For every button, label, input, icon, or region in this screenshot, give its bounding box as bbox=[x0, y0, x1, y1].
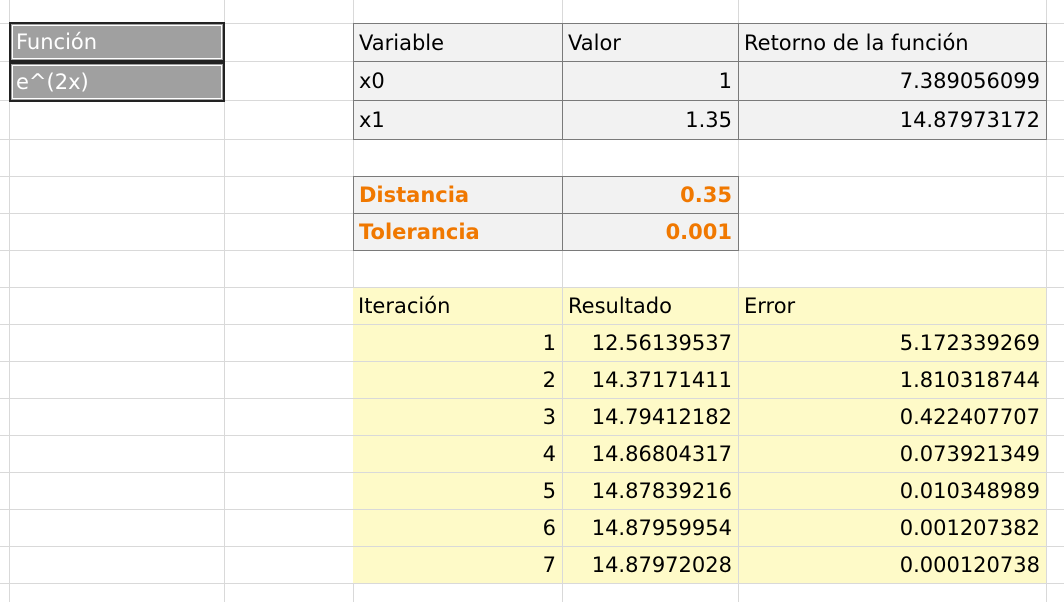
iteration-error: 0.010348989 bbox=[899, 479, 1040, 503]
iteration-result-cell[interactable]: 14.86804317 bbox=[563, 436, 738, 472]
function-value: e^(2x) bbox=[16, 70, 89, 94]
header-variable-cell[interactable]: Variable bbox=[353, 23, 563, 62]
iteration-number-cell[interactable]: 5 bbox=[353, 473, 562, 509]
iteration-error-cell[interactable]: 1.810318744 bbox=[739, 362, 1046, 398]
x1-return: 14.87973172 bbox=[899, 108, 1040, 132]
iteration-result: 14.87959954 bbox=[591, 516, 732, 540]
iteration-number: 6 bbox=[542, 516, 556, 540]
x1-name-cell[interactable]: x1 bbox=[353, 100, 563, 140]
iteration-error: 5.172339269 bbox=[899, 331, 1040, 355]
iteration-error-cell[interactable]: 5.172339269 bbox=[739, 325, 1046, 361]
x0-return: 7.389056099 bbox=[899, 69, 1040, 93]
iteration-result: 12.56139537 bbox=[591, 331, 732, 355]
iteration-result-cell[interactable]: 14.87839216 bbox=[563, 473, 738, 509]
iteration-error-cell[interactable]: 0.001207382 bbox=[739, 510, 1046, 546]
iteration-number: 5 bbox=[542, 479, 556, 503]
function-value-cell[interactable]: e^(2x) bbox=[9, 62, 225, 102]
iteration-error: 0.000120738 bbox=[899, 553, 1040, 577]
x0-name-cell[interactable]: x0 bbox=[353, 61, 563, 101]
tolerance-label: Tolerancia bbox=[359, 220, 480, 244]
iteration-number-cell[interactable]: 1 bbox=[353, 325, 562, 361]
header-iteracion-label: Iteración bbox=[358, 294, 451, 318]
x1-name: x1 bbox=[359, 108, 385, 132]
iteration-number-cell[interactable]: 7 bbox=[353, 547, 562, 583]
function-header-label: Función bbox=[16, 30, 98, 54]
iteration-number: 1 bbox=[542, 331, 556, 355]
header-resultado-cell[interactable]: Resultado bbox=[563, 288, 738, 324]
distance-value-cell[interactable]: 0.35 bbox=[562, 176, 739, 214]
iteration-error: 1.810318744 bbox=[899, 368, 1040, 392]
iteration-error-cell[interactable]: 0.422407707 bbox=[739, 399, 1046, 435]
iteration-number: 7 bbox=[542, 553, 556, 577]
header-error-cell[interactable]: Error bbox=[739, 288, 1046, 324]
iteration-result-cell[interactable]: 12.56139537 bbox=[563, 325, 738, 361]
iteration-result: 14.37171411 bbox=[591, 368, 732, 392]
iteration-result: 14.79412182 bbox=[591, 405, 732, 429]
tolerance-value-cell[interactable]: 0.001 bbox=[562, 213, 739, 251]
iteration-number-cell[interactable]: 6 bbox=[353, 510, 562, 546]
tolerance-label-cell[interactable]: Tolerancia bbox=[353, 213, 563, 251]
iteration-number-cell[interactable]: 2 bbox=[353, 362, 562, 398]
iteration-error-cell[interactable]: 0.010348989 bbox=[739, 473, 1046, 509]
iteration-result-cell[interactable]: 14.79412182 bbox=[563, 399, 738, 435]
iteration-number: 2 bbox=[542, 368, 556, 392]
iteration-result: 14.87839216 bbox=[591, 479, 732, 503]
iteration-error-cell[interactable]: 0.000120738 bbox=[739, 547, 1046, 583]
x0-value: 1 bbox=[718, 69, 732, 93]
header-iteracion-cell[interactable]: Iteración bbox=[353, 288, 562, 324]
header-error-label: Error bbox=[744, 294, 796, 318]
iteration-error: 0.001207382 bbox=[899, 516, 1040, 540]
header-valor-label: Valor bbox=[568, 30, 621, 55]
iteration-number: 3 bbox=[542, 405, 556, 429]
x1-value: 1.35 bbox=[685, 108, 732, 132]
x1-return-cell[interactable]: 14.87973172 bbox=[738, 100, 1047, 140]
iteration-result: 14.86804317 bbox=[591, 442, 732, 466]
iteration-result-cell[interactable]: 14.87972028 bbox=[563, 547, 738, 583]
iteration-result: 14.87972028 bbox=[591, 553, 732, 577]
iteration-number-cell[interactable]: 3 bbox=[353, 399, 562, 435]
iteration-result-cell[interactable]: 14.37171411 bbox=[563, 362, 738, 398]
x0-name: x0 bbox=[359, 69, 385, 93]
iteration-error: 0.422407707 bbox=[899, 405, 1040, 429]
iteration-error-cell[interactable]: 0.073921349 bbox=[739, 436, 1046, 472]
iteration-number: 4 bbox=[542, 442, 556, 466]
x0-return-cell[interactable]: 7.389056099 bbox=[738, 61, 1047, 101]
distance-value: 0.35 bbox=[680, 183, 732, 207]
distance-label-cell[interactable]: Distancia bbox=[353, 176, 563, 214]
function-header-cell[interactable]: Función bbox=[9, 22, 225, 62]
x1-value-cell[interactable]: 1.35 bbox=[562, 100, 739, 140]
x0-value-cell[interactable]: 1 bbox=[562, 61, 739, 101]
header-resultado-label: Resultado bbox=[568, 294, 672, 318]
iteration-result-cell[interactable]: 14.87959954 bbox=[563, 510, 738, 546]
distance-label: Distancia bbox=[359, 183, 470, 207]
iteration-number-cell[interactable]: 4 bbox=[353, 436, 562, 472]
header-valor-cell[interactable]: Valor bbox=[562, 23, 739, 62]
header-variable-label: Variable bbox=[359, 30, 445, 55]
iteration-error: 0.073921349 bbox=[899, 442, 1040, 466]
header-retorno-label: Retorno de la función bbox=[744, 30, 969, 55]
header-retorno-cell[interactable]: Retorno de la función bbox=[738, 23, 1047, 62]
tolerance-value: 0.001 bbox=[665, 220, 732, 244]
